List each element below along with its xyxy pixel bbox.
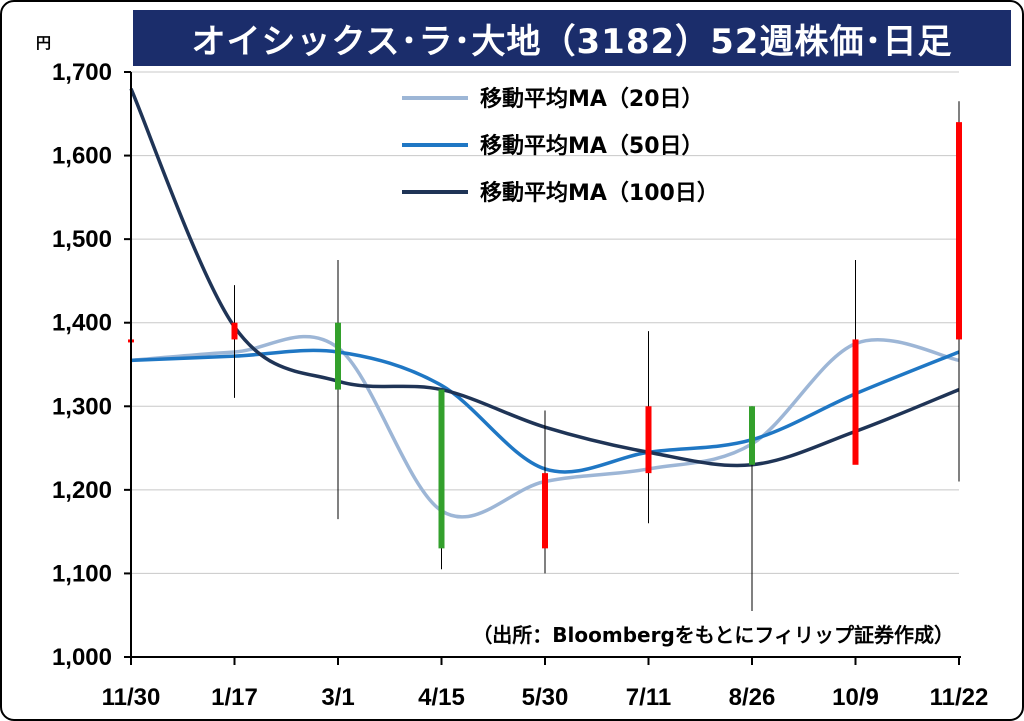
axes: 1,000 1,100 1,200 1,300 1,400 1,500 1,600 1,700…: [52, 59, 988, 711]
y-tick-label: 1,300: [52, 393, 112, 420]
candle-body: [438, 389, 445, 549]
x-tick-label: 11/30: [102, 684, 161, 711]
y-tick-label: 1,700: [52, 59, 112, 86]
y-tick-label: 1,000: [52, 644, 112, 671]
candle-body: [852, 339, 859, 465]
candle-body: [335, 322, 341, 390]
candle-body: [645, 406, 652, 474]
grid-lines: [131, 71, 959, 574]
chart-title: オイシックス･ラ･大地（3182）52週株価･日足: [191, 21, 953, 62]
x-tick-label: 10/9: [832, 684, 879, 711]
candle-body: [749, 406, 755, 465]
y-tick-label: 1,400: [52, 310, 112, 337]
source-note: （出所：Bloombergをもとにフィリップ証券作成）: [472, 623, 954, 647]
x-tick-label: 11/22: [930, 684, 989, 711]
legend-label: 移動平均MA（50日）: [480, 133, 704, 159]
x-tick-label: 5/30: [522, 684, 569, 711]
legend-label: 移動平均MA（100日）: [480, 180, 719, 206]
candle-body: [956, 122, 962, 340]
candle-body: [542, 473, 548, 549]
title-bar: オイシックス･ラ･大地（3182）52週株価･日足: [133, 10, 1011, 66]
y-tick-label: 1,100: [52, 560, 112, 587]
candle-body: [231, 322, 238, 340]
x-tick-label: 7/11: [626, 684, 671, 711]
y-tick-label: 1,500: [52, 226, 112, 253]
y-unit-label: 円: [36, 34, 51, 52]
x-tick-label: 3/1: [321, 684, 354, 711]
y-tick-label: 1,600: [52, 143, 112, 170]
x-tick-label: 1/17: [211, 684, 258, 711]
legend-label: 移動平均MA（20日）: [480, 86, 704, 112]
ma20-line: [130, 334, 960, 519]
x-tick-label: 4/15: [418, 684, 465, 711]
y-tick-label: 1,200: [52, 477, 112, 504]
legend: 移動平均MA（20日） 移動平均MA（50日） 移動平均MA（100日）: [402, 86, 719, 206]
candlesticks: [128, 101, 962, 612]
x-tick-label: 8/26: [729, 684, 776, 711]
